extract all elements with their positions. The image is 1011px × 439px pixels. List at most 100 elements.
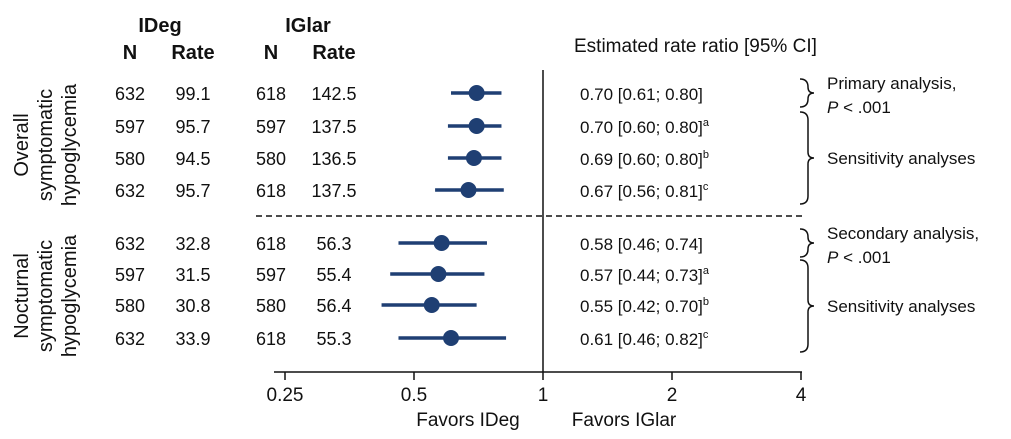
- ci-value: 0.70 [0.61; 0.80]: [580, 85, 703, 104]
- cell-iglar-n: 580: [256, 296, 286, 316]
- annotations: Primary analysis, P < .001 Sensitivity ana…: [799, 74, 979, 353]
- cell-iglar-rate: 137.5: [311, 181, 356, 201]
- ci-text: 0.67 [0.56; 0.81]c: [580, 181, 709, 201]
- group-label-line: hypoglycemia: [59, 234, 81, 357]
- cell-ideg-rate: 94.5: [175, 149, 210, 169]
- ci-value: 0.55 [0.42; 0.70]: [580, 297, 703, 316]
- point-estimate: [468, 85, 485, 101]
- header-ideg-rate: Rate: [171, 42, 214, 64]
- ci-value: 0.58 [0.46; 0.74]: [580, 235, 703, 254]
- cell-ideg-rate: 30.8: [175, 296, 210, 316]
- cell-iglar-rate: 56.4: [316, 296, 351, 316]
- cell-iglar-n: 618: [256, 84, 286, 104]
- cell-ideg-rate: 95.7: [175, 117, 210, 137]
- table-row: 632 33.9 618 55.3 0.61 [0.46; 0.82]c: [115, 329, 709, 349]
- group-label-line: Overall: [11, 113, 33, 176]
- group-label-nocturnal: Nocturnal symptomatic hypoglycemia: [11, 234, 81, 357]
- table-row: 632 99.1 618 142.5 0.70 [0.61; 0.80]: [115, 84, 703, 104]
- favors-iglar-label: Favors IGlar: [572, 410, 677, 431]
- point-estimate: [423, 297, 440, 313]
- point-estimate: [443, 330, 460, 346]
- x-tick-label: 0.25: [267, 385, 304, 406]
- forest-marks: [381, 85, 507, 346]
- cell-ideg-rate: 95.7: [175, 181, 210, 201]
- p-value: < .001: [838, 248, 890, 267]
- annotation-title: Secondary analysis,: [827, 224, 979, 243]
- cell-iglar-rate: 55.3: [316, 329, 351, 349]
- table-row: 597 31.5 597 55.4 0.57 [0.44; 0.73]a: [115, 265, 710, 285]
- cell-iglar-rate: 55.4: [316, 265, 351, 285]
- header-ratio-title: Estimated rate ratio [95% CI]: [574, 36, 817, 57]
- cell-ideg-n: 597: [115, 265, 145, 285]
- cell-ideg-n: 632: [115, 84, 145, 104]
- p-value: < .001: [838, 98, 890, 117]
- point-estimate: [468, 118, 485, 134]
- p-symbol: P: [827, 248, 839, 267]
- x-tick-label: 2: [667, 385, 678, 406]
- cell-ideg-n: 597: [115, 117, 145, 137]
- ci-value: 0.69 [0.60; 0.80]: [580, 150, 703, 169]
- cell-ideg-n: 632: [115, 234, 145, 254]
- ci-footnote-marker: c: [703, 181, 709, 193]
- group-label-line: Nocturnal: [11, 253, 33, 339]
- ci-value: 0.70 [0.60; 0.80]: [580, 118, 703, 137]
- favors-ideg-label: Favors IDeg: [416, 410, 519, 431]
- p-symbol: P: [827, 98, 839, 117]
- table-row: 580 94.5 580 136.5 0.69 [0.60; 0.80]b: [115, 149, 709, 169]
- header-iglar-rate: Rate: [312, 42, 355, 64]
- table-row: 597 95.7 597 137.5 0.70 [0.60; 0.80]a: [115, 117, 710, 137]
- cell-iglar-n: 618: [256, 234, 286, 254]
- header-ideg: IDeg: [138, 15, 181, 37]
- ci-footnote-marker: a: [703, 117, 710, 129]
- annotation-brace: [799, 259, 815, 353]
- cell-ideg-rate: 99.1: [175, 84, 210, 104]
- ci-footnote-marker: b: [703, 149, 709, 161]
- annotation-pvalue: P < .001: [827, 248, 891, 267]
- ci-text: 0.70 [0.60; 0.80]a: [580, 117, 710, 137]
- table-row: 580 30.8 580 56.4 0.55 [0.42; 0.70]b: [115, 296, 709, 316]
- ci-footnote-marker: b: [703, 296, 709, 308]
- header-iglar-n: N: [264, 42, 278, 64]
- cell-ideg-n: 632: [115, 181, 145, 201]
- cell-ideg-rate: 32.8: [175, 234, 210, 254]
- cell-iglar-n: 618: [256, 329, 286, 349]
- table-row: 632 95.7 618 137.5 0.67 [0.56; 0.81]c: [115, 181, 709, 201]
- group-label-line: symptomatic: [35, 240, 57, 352]
- point-estimate: [430, 266, 447, 282]
- cell-iglar-rate: 137.5: [311, 117, 356, 137]
- point-estimate: [465, 150, 482, 166]
- table-row: 632 32.8 618 56.3 0.58 [0.46; 0.74]: [115, 234, 703, 254]
- x-axis-ticks: 0.25 0.5 1 2 4: [267, 372, 807, 406]
- annotation-pvalue: P < .001: [827, 98, 891, 117]
- annotation-title: Sensitivity analyses: [827, 149, 975, 168]
- ci-text: 0.61 [0.46; 0.82]c: [580, 329, 709, 349]
- cell-iglar-rate: 56.3: [316, 234, 351, 254]
- cell-iglar-rate: 142.5: [311, 84, 356, 104]
- group-label-line: symptomatic: [35, 89, 57, 201]
- ci-value: 0.61 [0.46; 0.82]: [580, 330, 703, 349]
- cell-ideg-n: 632: [115, 329, 145, 349]
- ci-text: 0.57 [0.44; 0.73]a: [580, 265, 710, 285]
- ci-text: 0.70 [0.61; 0.80]: [580, 85, 703, 104]
- cell-iglar-rate: 136.5: [311, 149, 356, 169]
- header-ideg-n: N: [123, 42, 137, 64]
- ci-text: 0.55 [0.42; 0.70]b: [580, 296, 709, 316]
- table-rows: 632 99.1 618 142.5 0.70 [0.61; 0.80] 597 95.7 5…: [115, 84, 710, 349]
- annotation-title: Primary analysis,: [827, 74, 956, 93]
- ci-text: 0.69 [0.60; 0.80]b: [580, 149, 709, 169]
- x-tick-label: 0.5: [401, 385, 427, 406]
- cell-iglar-n: 618: [256, 181, 286, 201]
- ci-value: 0.57 [0.44; 0.73]: [580, 266, 703, 285]
- annotation-brace: [799, 228, 815, 258]
- group-label-line: hypoglycemia: [59, 83, 81, 206]
- point-estimate: [460, 182, 477, 198]
- cell-ideg-n: 580: [115, 296, 145, 316]
- cell-ideg-n: 580: [115, 149, 145, 169]
- group-label-overall: Overall symptomatic hypoglycemia: [11, 83, 81, 206]
- cell-ideg-rate: 31.5: [175, 265, 210, 285]
- cell-iglar-n: 580: [256, 149, 286, 169]
- ci-footnote-marker: a: [703, 265, 710, 277]
- x-tick-label: 4: [796, 385, 807, 406]
- ci-text: 0.58 [0.46; 0.74]: [580, 235, 703, 254]
